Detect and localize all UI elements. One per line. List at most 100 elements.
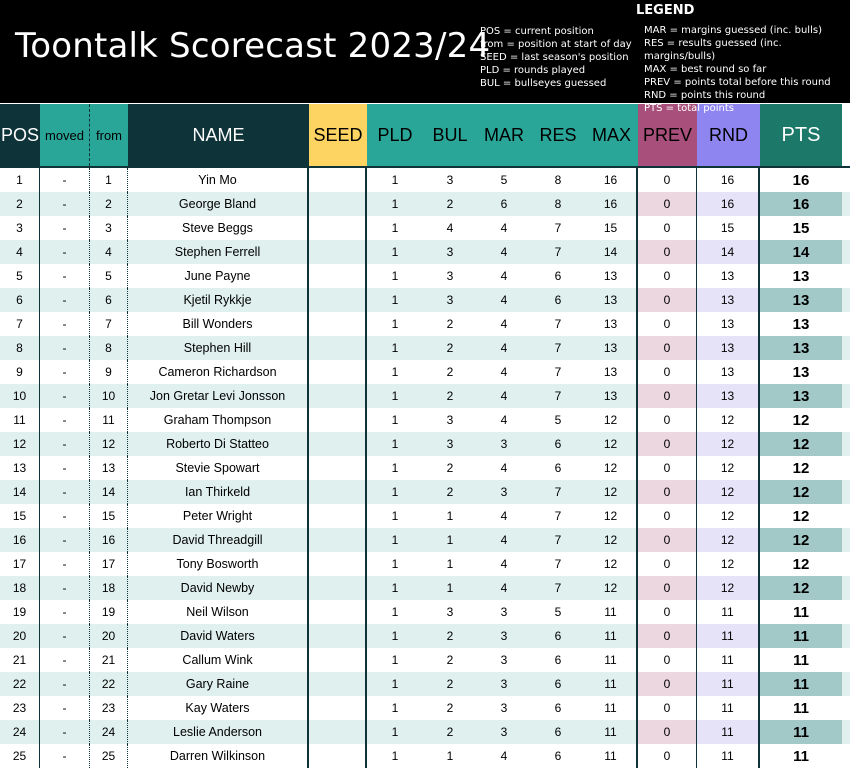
cell-rnd: 12 bbox=[697, 504, 760, 528]
cell-prev: 0 bbox=[638, 672, 697, 696]
table-row[interactable]: 11-11 Graham Thompson 1 3 4 5 12 0 12 12 bbox=[0, 408, 850, 432]
table-row[interactable]: 24-24 Leslie Anderson 1 2 3 6 11 0 11 11 bbox=[0, 720, 850, 744]
col-header-res[interactable]: RES bbox=[531, 104, 585, 166]
cell-pld: 1 bbox=[391, 509, 399, 523]
table-row[interactable]: 18-18 David Newby 1 1 4 7 12 0 12 12 bbox=[0, 576, 850, 600]
cell-moved: - bbox=[40, 672, 90, 696]
cell-pos: 25 bbox=[0, 744, 40, 768]
cell-name: Gary Raine bbox=[128, 672, 309, 696]
table-row[interactable]: 5-5 June Payne 1 3 4 6 13 0 13 13 bbox=[0, 264, 850, 288]
col-header-pld[interactable]: PLD bbox=[367, 104, 423, 166]
cell-rnd: 13 bbox=[697, 336, 760, 360]
cell-pts: 12 bbox=[760, 528, 842, 552]
cell-max: 13 bbox=[585, 312, 638, 336]
cell-bul: 2 bbox=[446, 485, 454, 499]
table-row[interactable]: 4-4 Stephen Ferrell 1 3 4 7 14 0 14 14 bbox=[0, 240, 850, 264]
table-row[interactable]: 2-2 George Bland 1 2 6 8 16 0 16 16 bbox=[0, 192, 850, 216]
cell-pos: 16 bbox=[0, 528, 40, 552]
cell-rnd: 12 bbox=[697, 408, 760, 432]
table-row[interactable]: 17-17 Tony Bosworth 1 1 4 7 12 0 12 12 bbox=[0, 552, 850, 576]
cell-res: 6 bbox=[554, 629, 562, 643]
cell-max: 11 bbox=[585, 720, 638, 744]
table-row[interactable]: 15-15 Peter Wright 1 1 4 7 12 0 12 12 bbox=[0, 504, 850, 528]
cell-rnd: 12 bbox=[697, 528, 760, 552]
table-row[interactable]: 13-13 Stevie Spowart 1 2 4 6 12 0 12 12 bbox=[0, 456, 850, 480]
cell-pts: 11 bbox=[760, 696, 842, 720]
table-row[interactable]: 1-1 Yin Mo 1 3 5 8 16 0 16 16 bbox=[0, 166, 850, 192]
cell-from: 8 bbox=[90, 336, 128, 360]
table-row[interactable]: 23-23 Kay Waters 1 2 3 6 11 0 11 11 bbox=[0, 696, 850, 720]
cell-bul: 3 bbox=[446, 605, 454, 619]
cell-seed bbox=[309, 360, 367, 384]
table-row[interactable]: 21-21 Callum Wink 1 2 3 6 11 0 11 11 bbox=[0, 648, 850, 672]
col-header-from[interactable]: from bbox=[90, 104, 128, 166]
table-row[interactable]: 9-9 Cameron Richardson 1 2 4 7 13 0 13 13 bbox=[0, 360, 850, 384]
cell-rnd: 11 bbox=[697, 744, 760, 768]
cell-bul: 3 bbox=[446, 293, 454, 307]
col-header-moved[interactable]: moved bbox=[40, 104, 90, 166]
cell-bul: 3 bbox=[446, 269, 454, 283]
cell-mar: 4 bbox=[500, 341, 508, 355]
cell-res: 7 bbox=[554, 317, 562, 331]
cell-mar: 4 bbox=[500, 365, 508, 379]
col-header-name[interactable]: NAME bbox=[128, 104, 309, 166]
cell-prev: 0 bbox=[638, 456, 697, 480]
col-header-seed[interactable]: SEED bbox=[309, 104, 367, 166]
col-header-mar[interactable]: MAR bbox=[477, 104, 531, 166]
cell-mar: 4 bbox=[500, 461, 508, 475]
cell-seed bbox=[309, 384, 367, 408]
cell-seed bbox=[309, 216, 367, 240]
scoreboard-table: 1-1 Yin Mo 1 3 5 8 16 0 16 16 2-2 George Bland 1 2 6 8 1… bbox=[0, 166, 850, 768]
col-header-pts[interactable]: PTS bbox=[760, 104, 842, 166]
cell-pld: 1 bbox=[391, 677, 399, 691]
cell-pts: 13 bbox=[760, 336, 842, 360]
col-header-prev[interactable]: PREV bbox=[638, 104, 697, 166]
table-row[interactable]: 16-16 David Threadgill 1 1 4 7 12 0 12 12 bbox=[0, 528, 850, 552]
table-row[interactable]: 20-20 David Waters 1 2 3 6 11 0 11 11 bbox=[0, 624, 850, 648]
cell-mar: 4 bbox=[500, 533, 508, 547]
cell-seed bbox=[309, 312, 367, 336]
table-row[interactable]: 7-7 Bill Wonders 1 2 4 7 13 0 13 13 bbox=[0, 312, 850, 336]
table-row[interactable]: 25-25 Darren Wilkinson 1 1 4 6 11 0 11 11 bbox=[0, 744, 850, 768]
table-row[interactable]: 3-3 Steve Beggs 1 4 4 7 15 0 15 15 bbox=[0, 216, 850, 240]
cell-mar: 3 bbox=[500, 437, 508, 451]
col-header-rnd[interactable]: RND bbox=[697, 104, 760, 166]
cell-prev: 0 bbox=[638, 432, 697, 456]
cell-pld: 1 bbox=[391, 197, 399, 211]
cell-pos: 7 bbox=[0, 312, 40, 336]
cell-seed bbox=[309, 696, 367, 720]
cell-prev: 0 bbox=[638, 288, 697, 312]
table-row[interactable]: 6-6 Kjetil Rykkje 1 3 4 6 13 0 13 13 bbox=[0, 288, 850, 312]
table-row[interactable]: 14-14 Ian Thirkeld 1 2 3 7 12 0 12 12 bbox=[0, 480, 850, 504]
cell-res: 8 bbox=[554, 173, 562, 187]
col-header-max[interactable]: MAX bbox=[585, 104, 638, 166]
legend-left: POS = current position from = position a… bbox=[480, 25, 632, 90]
table-row[interactable]: 10-10 Jon Gretar Levi Jonsson 1 2 4 7 13 0 13 13 bbox=[0, 384, 850, 408]
cell-res: 7 bbox=[554, 341, 562, 355]
col-header-pos[interactable]: POS bbox=[0, 104, 40, 166]
cell-rnd: 16 bbox=[697, 168, 760, 192]
cell-moved: - bbox=[40, 504, 90, 528]
table-row[interactable]: 22-22 Gary Raine 1 2 3 6 11 0 11 11 bbox=[0, 672, 850, 696]
cell-prev: 0 bbox=[638, 648, 697, 672]
cell-bul: 2 bbox=[446, 197, 454, 211]
cell-prev: 0 bbox=[638, 720, 697, 744]
cell-pld: 1 bbox=[391, 701, 399, 715]
cell-pld: 1 bbox=[391, 365, 399, 379]
cell-res: 7 bbox=[554, 245, 562, 259]
table-row[interactable]: 12-12 Roberto Di Statteo 1 3 3 6 12 0 12 12 bbox=[0, 432, 850, 456]
cell-max: 12 bbox=[585, 576, 638, 600]
cell-max: 11 bbox=[585, 696, 638, 720]
cell-prev: 0 bbox=[638, 264, 697, 288]
cell-max: 12 bbox=[585, 480, 638, 504]
table-row[interactable]: 19-19 Neil Wilson 1 3 3 5 11 0 11 11 bbox=[0, 600, 850, 624]
cell-seed bbox=[309, 744, 367, 768]
cell-pos: 2 bbox=[0, 192, 40, 216]
cell-pos: 1 bbox=[0, 168, 40, 192]
cell-max: 12 bbox=[585, 528, 638, 552]
cell-pld: 1 bbox=[391, 269, 399, 283]
cell-from: 16 bbox=[90, 528, 128, 552]
table-row[interactable]: 8-8 Stephen Hill 1 2 4 7 13 0 13 13 bbox=[0, 336, 850, 360]
cell-mar: 4 bbox=[500, 557, 508, 571]
col-header-bul[interactable]: BUL bbox=[423, 104, 477, 166]
